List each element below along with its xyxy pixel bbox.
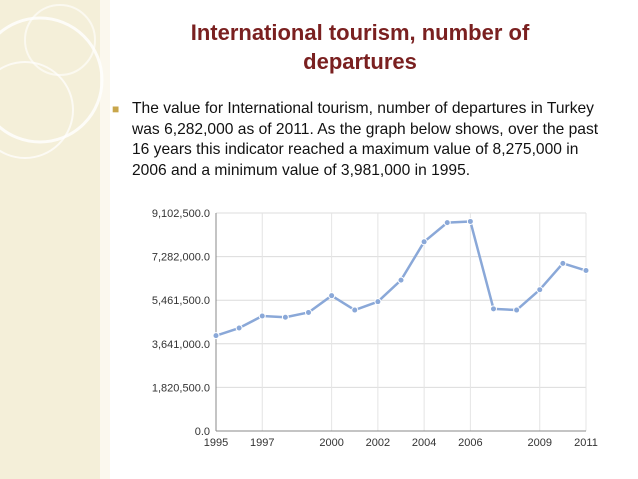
data-point xyxy=(281,313,289,321)
data-point xyxy=(420,238,428,246)
left-decor-band xyxy=(0,0,100,479)
y-tick-label: 3,641,000.0 xyxy=(152,339,210,351)
data-point xyxy=(212,332,220,340)
x-tick-label: 1997 xyxy=(250,437,274,449)
data-point xyxy=(513,306,521,314)
y-tick-label: 9,102,500.0 xyxy=(152,208,210,220)
decorative-circles xyxy=(0,4,104,159)
data-point xyxy=(351,306,359,314)
y-tick-label: 5,461,500.0 xyxy=(152,295,210,307)
data-point xyxy=(443,219,451,227)
data-point xyxy=(258,312,266,320)
data-point xyxy=(235,324,243,332)
data-point xyxy=(582,267,590,275)
line-chart: 0.0 1,820,500.0 3,641,000.0 5,461,500.0 7,28… xyxy=(152,208,598,449)
y-tick-label: 0.0 xyxy=(195,426,210,438)
data-point xyxy=(536,286,544,294)
data-point xyxy=(490,305,497,313)
x-tick-label: 2002 xyxy=(366,437,390,449)
x-tick-label: 2006 xyxy=(458,437,482,449)
bullet-icon: ■ xyxy=(112,102,120,116)
data-point xyxy=(397,276,405,284)
data-point xyxy=(374,298,382,306)
x-tick-label: 2004 xyxy=(412,437,436,449)
data-point xyxy=(466,217,474,225)
x-tick-label: 1995 xyxy=(204,437,228,449)
y-tick-label: 7,282,000.0 xyxy=(152,252,210,264)
x-tick-label: 2009 xyxy=(528,437,552,449)
x-tick-label: 2000 xyxy=(319,437,343,449)
bullet-text: The value for International tourism, num… xyxy=(132,100,599,179)
data-point xyxy=(328,292,336,300)
x-tick-label: 2011 xyxy=(574,437,598,449)
slide-title: International tourism, number of departu… xyxy=(190,20,530,74)
y-tick-label: 1,820,500.0 xyxy=(152,382,210,394)
data-point xyxy=(559,259,567,267)
data-point xyxy=(305,308,312,316)
left-decor-strip xyxy=(100,0,110,479)
